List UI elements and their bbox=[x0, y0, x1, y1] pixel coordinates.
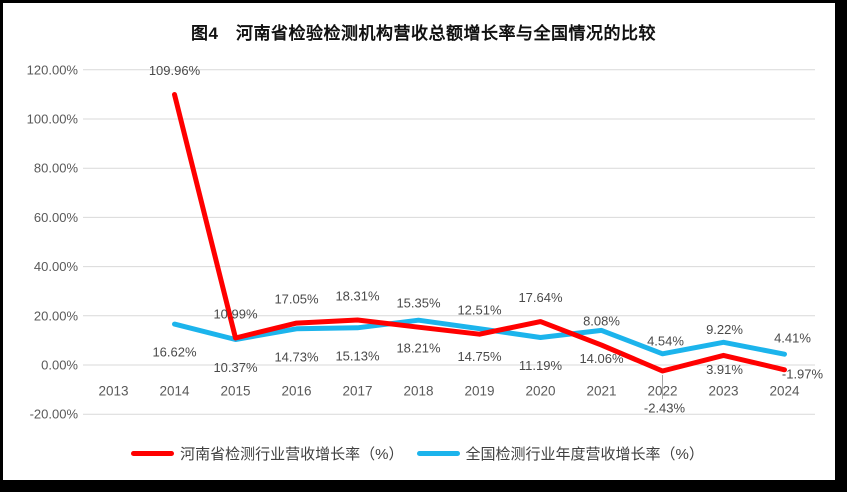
data-label-national-2024: 4.41% bbox=[774, 331, 811, 346]
data-label-national-2022: 4.54% bbox=[647, 333, 684, 348]
x-axis-label-2021: 2021 bbox=[586, 384, 616, 399]
data-label-henan-2020: 17.64% bbox=[518, 290, 563, 305]
y-axis-tick-label: 0.00% bbox=[41, 358, 78, 373]
data-label-henan-2015: 10.99% bbox=[213, 306, 258, 321]
data-label-national-2018: 18.21% bbox=[396, 341, 441, 356]
x-axis-label-2024: 2024 bbox=[769, 384, 800, 399]
x-axis-label-2015: 2015 bbox=[220, 384, 250, 399]
y-axis-tick-label: 80.00% bbox=[34, 161, 79, 176]
data-label-national-2021: 14.06% bbox=[579, 351, 624, 366]
data-label-national-2016: 14.73% bbox=[274, 349, 319, 364]
data-label-national-2014: 16.62% bbox=[152, 345, 197, 360]
data-label-national-2019: 14.75% bbox=[457, 349, 502, 364]
chart-canvas bbox=[3, 3, 835, 480]
legend-item-henan: 河南省检测行业营收增长率（%） bbox=[131, 443, 404, 464]
y-axis-tick-label: 120.00% bbox=[27, 62, 79, 77]
x-axis-label-2017: 2017 bbox=[342, 384, 372, 399]
henan-series-line bbox=[172, 92, 787, 374]
legend-label-henan: 河南省检测行业营收增长率（%） bbox=[180, 445, 404, 463]
y-axis-tick-label: 60.00% bbox=[34, 210, 79, 225]
chart-title: 图4 河南省检验检测机构营收总额增长率与全国情况的比较 bbox=[191, 24, 656, 43]
data-label-henan-2014: 109.96% bbox=[149, 63, 201, 78]
y-axis-tick-label: 20.00% bbox=[34, 308, 79, 323]
x-axis-label-2019: 2019 bbox=[464, 384, 494, 399]
x-axis-label-2018: 2018 bbox=[403, 384, 433, 399]
y-axis-tick-label: 40.00% bbox=[34, 259, 79, 274]
x-axis-label-2023: 2023 bbox=[708, 384, 738, 399]
y-axis-tick-label: -20.00% bbox=[30, 407, 79, 422]
x-axis-label-2013: 2013 bbox=[98, 384, 128, 399]
chart-legend: 河南省检测行业营收增长率（%） 全国检测行业年度营收增长率（%） bbox=[0, 443, 835, 463]
data-label-national-2017: 15.13% bbox=[335, 348, 380, 363]
data-label-national-2020: 11.19% bbox=[519, 358, 563, 373]
y-axis-tick-label: 100.00% bbox=[27, 112, 79, 127]
national-series-line bbox=[172, 317, 787, 357]
national-series-swatch bbox=[416, 450, 460, 456]
x-axis-label-2016: 2016 bbox=[281, 384, 311, 399]
data-label-national-2023: 9.22% bbox=[706, 322, 743, 337]
data-label-henan-2019: 12.51% bbox=[457, 303, 502, 318]
data-label-henan-2016: 17.05% bbox=[274, 292, 319, 307]
henan-series-swatch bbox=[131, 450, 175, 456]
data-label-henan-2018: 15.35% bbox=[396, 296, 441, 311]
data-label-henan-2017: 18.31% bbox=[335, 288, 380, 303]
x-axis-label-2014: 2014 bbox=[159, 384, 190, 399]
data-label-henan-2022: -2.43% bbox=[644, 400, 686, 415]
x-axis-label-2020: 2020 bbox=[525, 384, 555, 399]
data-label-henan-2023: 3.91% bbox=[706, 362, 743, 377]
data-label-henan-2024: -1.97% bbox=[782, 366, 824, 381]
legend-label-national: 全国检测行业年度营收增长率（%） bbox=[465, 445, 704, 463]
legend-item-national: 全国检测行业年度营收增长率（%） bbox=[416, 443, 704, 464]
data-label-national-2015: 10.37% bbox=[213, 360, 258, 375]
data-label-henan-2021: 8.08% bbox=[583, 314, 620, 329]
